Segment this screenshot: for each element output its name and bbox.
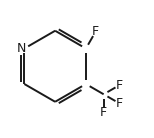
Text: F: F bbox=[116, 97, 123, 110]
Text: F: F bbox=[116, 79, 123, 92]
Text: F: F bbox=[100, 106, 107, 119]
Text: F: F bbox=[92, 25, 99, 39]
Text: N: N bbox=[17, 42, 26, 55]
